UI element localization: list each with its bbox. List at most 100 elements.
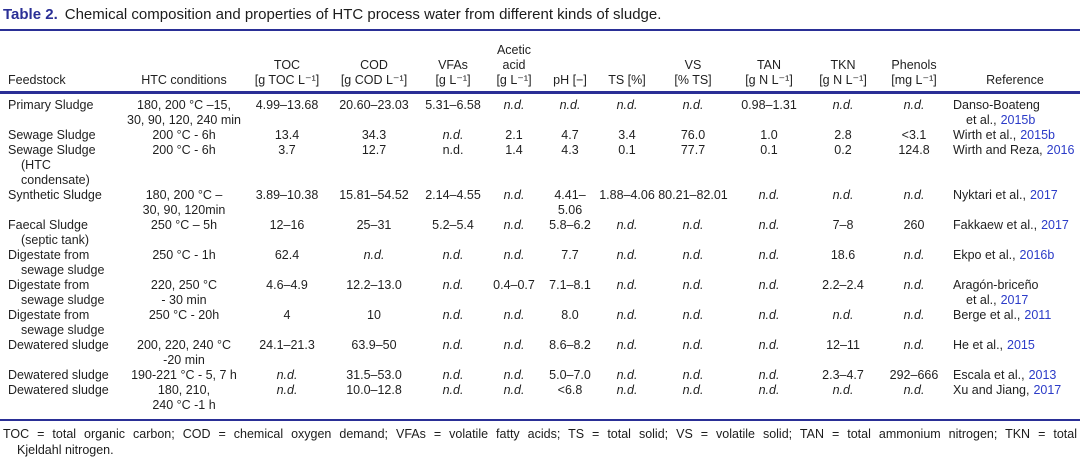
- cell-ph: 8.6–8.2: [542, 338, 598, 368]
- cell-reference: Wirth et al., 2015b: [950, 128, 1080, 143]
- cell-value: n.d.: [276, 368, 298, 382]
- citation-year-link[interactable]: 2015: [1007, 338, 1035, 352]
- cell-value: <3.1: [901, 128, 927, 142]
- citation-year-link[interactable]: 2015b: [1000, 113, 1036, 127]
- cell-value: n.d.: [559, 98, 581, 112]
- header-line: pH [−]: [553, 73, 587, 87]
- header-line: VFAs: [438, 58, 468, 72]
- cell-ts: n.d.: [598, 368, 656, 383]
- cell-value: 4.6–4.9: [266, 278, 308, 292]
- citation-year-link[interactable]: 2013: [1028, 368, 1057, 382]
- cell-toc: 3.7: [246, 143, 328, 188]
- cell-line: Wirth and Reza, 2016: [953, 143, 1079, 158]
- cell-line: 190-221 °C - 5, 7 h: [131, 368, 237, 382]
- cell-ts: n.d.: [598, 278, 656, 308]
- col-header-acetic: Acetic acid [g L⁻¹]: [486, 31, 542, 94]
- cell-tkn: n.d.: [808, 188, 878, 218]
- header-line: [g L⁻¹]: [496, 73, 532, 87]
- cell-value: 18.6: [830, 248, 856, 262]
- cell-vs: n.d.: [656, 338, 730, 368]
- header-line: Reference: [986, 73, 1044, 87]
- cell-line: 220, 250 °C: [150, 278, 218, 292]
- cell-toc: 3.89–10.38: [246, 188, 328, 218]
- cell-line: 180, 200 °C –: [145, 188, 223, 202]
- citation-year-link[interactable]: 2017: [1033, 383, 1062, 397]
- cell-value: 0.1: [618, 143, 636, 157]
- header-line: acid: [502, 58, 526, 72]
- cell-reference: Fakkaew et al., 2017: [950, 218, 1080, 248]
- cell-feedstock: Digestate from sewage sludge: [0, 248, 122, 278]
- cell-line: Fakkaew et al., 2017: [953, 218, 1079, 233]
- cell-line: Aragón-briceño: [953, 278, 1079, 293]
- cell-conditions: 250 °C - 1h: [122, 248, 246, 278]
- cell-value: n.d.: [442, 338, 464, 352]
- col-header-tkn: TKN [g N L⁻¹]: [808, 31, 878, 94]
- cell-value: n.d.: [503, 248, 525, 262]
- cell-tkn: 7–8: [808, 218, 878, 248]
- cell-value: 5.8–6.2: [549, 218, 591, 232]
- reference-text: Nyktari et al.,: [953, 188, 1026, 202]
- cell-value: 1.4: [505, 143, 523, 157]
- cell-value: n.d.: [903, 188, 925, 202]
- table-row: Sewage Sludge 200 °C - 6h 13.4 34.3 n.d. 2.1 4…: [0, 128, 1080, 143]
- cell-line: 250 °C - 20h: [148, 308, 220, 322]
- reference-text: Berge et al.,: [953, 308, 1021, 322]
- header-line: Phenols: [891, 58, 937, 72]
- cell-value: 0.98–1.31: [741, 98, 797, 112]
- citation-year-link[interactable]: 2015b: [1020, 128, 1055, 142]
- cell-reference: Ekpo et al., 2016b: [950, 248, 1080, 278]
- cell-conditions: 180, 200 °C –30, 90, 120min: [122, 188, 246, 218]
- cell-vs: n.d.: [656, 93, 730, 129]
- cell-vs: 76.0: [656, 128, 730, 143]
- cell-tan: n.d.: [730, 218, 808, 248]
- citation-year-link[interactable]: 2017: [1000, 293, 1029, 307]
- cell-tkn: n.d.: [808, 383, 878, 421]
- cell-line: sewage sludge: [21, 293, 105, 307]
- cell-tan: 0.1: [730, 143, 808, 188]
- cell-tkn: n.d.: [808, 93, 878, 129]
- cell-reference: Escala et al., 2013: [950, 368, 1080, 383]
- reference-text: et al.,: [966, 113, 997, 127]
- cell-value: n.d.: [682, 308, 704, 322]
- cell-toc: 62.4: [246, 248, 328, 278]
- header-line: [mg L⁻¹]: [891, 73, 937, 87]
- cell-vfas: n.d.: [420, 128, 486, 143]
- col-header-phenols: Phenols [mg L⁻¹]: [878, 31, 950, 94]
- cell-reference: Nyktari et al., 2017: [950, 188, 1080, 218]
- cell-value: 7.1–8.1: [549, 278, 591, 292]
- col-header-conditions: HTC conditions: [122, 31, 246, 94]
- citation-year-link[interactable]: 2017: [1029, 188, 1058, 202]
- cell-value: n.d.: [442, 128, 464, 142]
- cell-line: Primary Sludge: [8, 98, 94, 112]
- cell-value: 62.4: [274, 248, 300, 262]
- citation-year-link[interactable]: 2016b: [1019, 248, 1055, 262]
- cell-line: sewage sludge: [21, 263, 105, 277]
- cell-cod: 63.9–50: [328, 338, 420, 368]
- cell-value: n.d.: [442, 248, 464, 262]
- cell-ts: 0.1: [598, 143, 656, 188]
- cell-feedstock: Sewage Sludge (HTC condensate): [0, 143, 122, 188]
- reference-text: Wirth et al.,: [953, 128, 1017, 142]
- cell-reference: He et al., 2015: [950, 338, 1080, 368]
- cell-line: 200 °C - 6h: [152, 143, 216, 157]
- cell-vfas: n.d.: [420, 338, 486, 368]
- cell-cod: 31.5–53.0: [328, 368, 420, 383]
- cell-ts: n.d.: [598, 218, 656, 248]
- cell-value: 10: [367, 308, 381, 322]
- citation-year-link[interactable]: 2017: [1041, 218, 1069, 232]
- cell-tan: n.d.: [730, 308, 808, 338]
- cell-ts: n.d.: [598, 338, 656, 368]
- cell-acetic: 1.4: [486, 143, 542, 188]
- cell-value: n.d.: [903, 278, 925, 292]
- table-row: Faecal Sludge (septic tank) 250 °C – 5h 12–…: [0, 218, 1080, 248]
- cell-value: n.d.: [832, 188, 854, 202]
- cell-tan: n.d.: [730, 278, 808, 308]
- cell-value: n.d.: [503, 368, 525, 382]
- cell-ts: n.d.: [598, 308, 656, 338]
- cell-value: n.d.: [903, 98, 925, 112]
- cell-value: n.d.: [442, 383, 464, 397]
- header-line: [g L⁻¹]: [435, 73, 471, 87]
- citation-year-link[interactable]: 2011: [1024, 308, 1052, 322]
- cell-value: n.d.: [503, 218, 525, 232]
- citation-year-link[interactable]: 2016: [1046, 143, 1075, 157]
